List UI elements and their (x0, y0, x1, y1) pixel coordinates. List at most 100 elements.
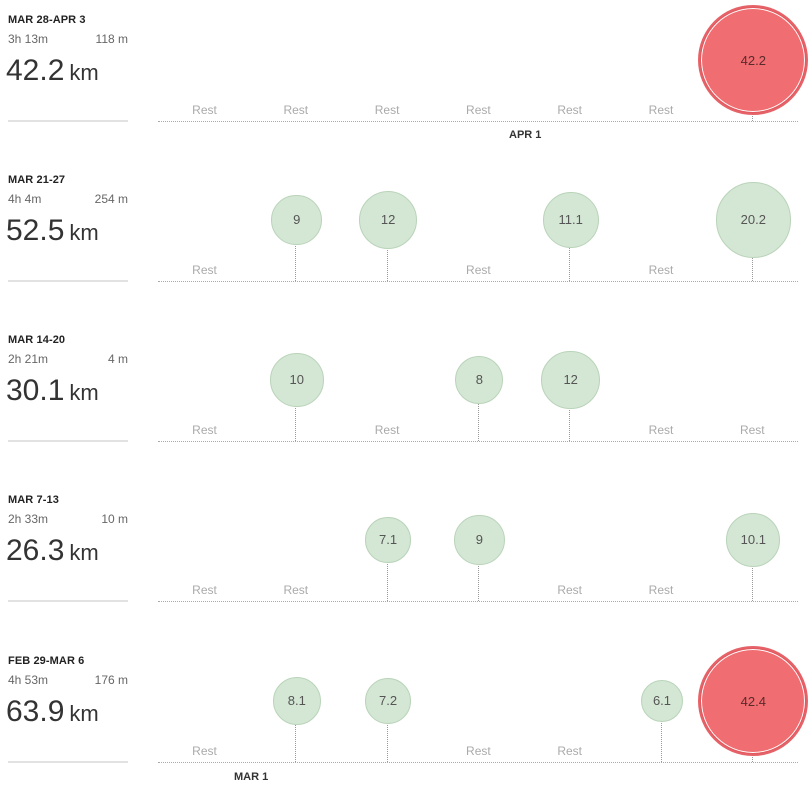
day-column: Rest (433, 641, 524, 763)
week-date-range: MAR 21-27 (8, 174, 66, 186)
week-distance-value: 30.1 (6, 374, 65, 407)
run-bubble[interactable]: 12 (358, 190, 418, 250)
day-column: Rest (433, 160, 524, 282)
day-column: 12 (342, 160, 433, 282)
rest-day-label: Rest (557, 583, 583, 597)
week-distance-value: 63.9 (6, 695, 65, 728)
run-bubble[interactable]: 6.1 (640, 679, 684, 723)
day-column: Rest (342, 0, 433, 122)
run-bubble[interactable]: 20.2 (715, 182, 791, 258)
rest-day-label: Rest (648, 263, 674, 277)
day-column: Rest (159, 0, 250, 122)
run-stem (569, 246, 571, 281)
run-stem (751, 564, 753, 601)
week-elevation: 10 m (101, 512, 128, 526)
day-column: Rest (524, 641, 615, 763)
day-column: Rest (159, 320, 250, 442)
race-run-bubble[interactable]: 42.2 (700, 7, 807, 113)
rest-day-label: Rest (557, 103, 583, 117)
day-column: 6.1 (616, 641, 707, 763)
day-column: 9 (250, 160, 341, 282)
run-stem (386, 247, 388, 281)
run-stem (751, 255, 753, 281)
week-distance: 26.3 km (6, 534, 99, 568)
run-bubble[interactable]: 10 (270, 353, 324, 407)
run-bubble[interactable]: 9 (271, 194, 323, 246)
week-distance: 30.1 km (6, 374, 99, 408)
run-bubble[interactable]: 11.1 (542, 191, 599, 249)
rest-day-label: Rest (192, 103, 217, 117)
day-column: Rest (433, 0, 524, 122)
day-column: Rest (159, 480, 250, 602)
week-distance-unit: km (69, 60, 99, 85)
run-bubble[interactable]: 8 (455, 355, 504, 405)
day-column: 7.2 (342, 641, 433, 763)
week-axis (158, 441, 798, 442)
day-column: 12 (524, 320, 615, 442)
week-divider (8, 280, 128, 282)
week-elevation: 4 m (107, 352, 128, 366)
run-bubble[interactable]: 8.1 (272, 676, 321, 726)
day-column: 20.2 (707, 160, 798, 282)
week-distance-unit: km (69, 540, 99, 565)
day-column: 8 (433, 320, 524, 442)
day-column: 9 (433, 480, 524, 602)
week-elevation: 118 m (95, 32, 128, 46)
week-duration: 2h 33m (8, 512, 49, 526)
run-stem (751, 752, 753, 762)
rest-day-label: Rest (466, 744, 491, 758)
week-axis (158, 601, 798, 602)
rest-day-label: Rest (192, 263, 217, 277)
run-stem (295, 723, 297, 762)
run-stem (386, 721, 388, 762)
week-duration: 3h 13m (8, 32, 49, 46)
run-bubble[interactable]: 9 (453, 514, 505, 566)
axis-date-label: MAR 1 (234, 771, 269, 783)
rest-day-label: Rest (283, 583, 309, 597)
axis-date-label: APR 1 (509, 129, 542, 141)
day-column: 7.1 (342, 480, 433, 602)
week-distance-unit: km (69, 220, 99, 245)
week-distance: 42.2 km (6, 54, 99, 88)
run-bubble[interactable]: 10.1 (726, 513, 781, 567)
rest-day-label: Rest (192, 583, 217, 597)
day-column: Rest (524, 0, 615, 122)
rest-day-label: Rest (283, 103, 309, 117)
week-date-range: MAR 7-13 (8, 494, 59, 506)
day-column: 8.1 (250, 641, 341, 763)
day-column: Rest (342, 320, 433, 442)
run-bubble[interactable]: 7.2 (365, 678, 411, 724)
run-bubble[interactable]: 7.1 (365, 517, 411, 563)
week-row-2: MAR 21-27 4h 4m 254 m 52.5 km Rest 9 12 Rest… (0, 160, 812, 320)
day-column: Rest (159, 160, 250, 282)
rest-day-label: Rest (374, 423, 400, 437)
day-column: Rest (616, 320, 707, 442)
run-stem (477, 563, 479, 601)
race-run-bubble[interactable]: 42.4 (700, 648, 807, 754)
week-elevation: 176 m (94, 673, 128, 687)
week-duration: 2h 21m (8, 352, 49, 366)
rest-day-label: Rest (466, 103, 491, 117)
rest-day-label: Rest (648, 583, 674, 597)
run-bubble[interactable]: 12 (541, 350, 600, 410)
week-row-5: FEB 29-MAR 6 4h 53m 176 m 63.9 km Rest 8.1… (0, 641, 812, 801)
rest-day-label: Rest (466, 263, 491, 277)
week-axis (158, 762, 798, 763)
day-column: Rest (616, 160, 707, 282)
rest-day-label: Rest (557, 744, 583, 758)
day-column: 10.1 (707, 480, 798, 602)
week-divider (8, 761, 128, 763)
run-stem (660, 720, 662, 762)
rest-day-label: Rest (739, 423, 765, 437)
week-row-3: MAR 14-20 2h 21m 4 m 30.1 km Rest 10 Rest 8 1… (0, 320, 812, 480)
week-divider (8, 120, 128, 122)
rest-day-label: Rest (374, 103, 400, 117)
day-column: 42.4 (700, 641, 807, 763)
day-column: 10 (250, 320, 341, 442)
week-divider (8, 440, 128, 442)
rest-day-label: Rest (648, 103, 674, 117)
week-duration: 4h 53m (8, 673, 49, 687)
week-duration: 4h 4m (8, 192, 42, 206)
week-distance: 63.9 km (6, 695, 99, 729)
week-distance: 52.5 km (6, 214, 99, 248)
